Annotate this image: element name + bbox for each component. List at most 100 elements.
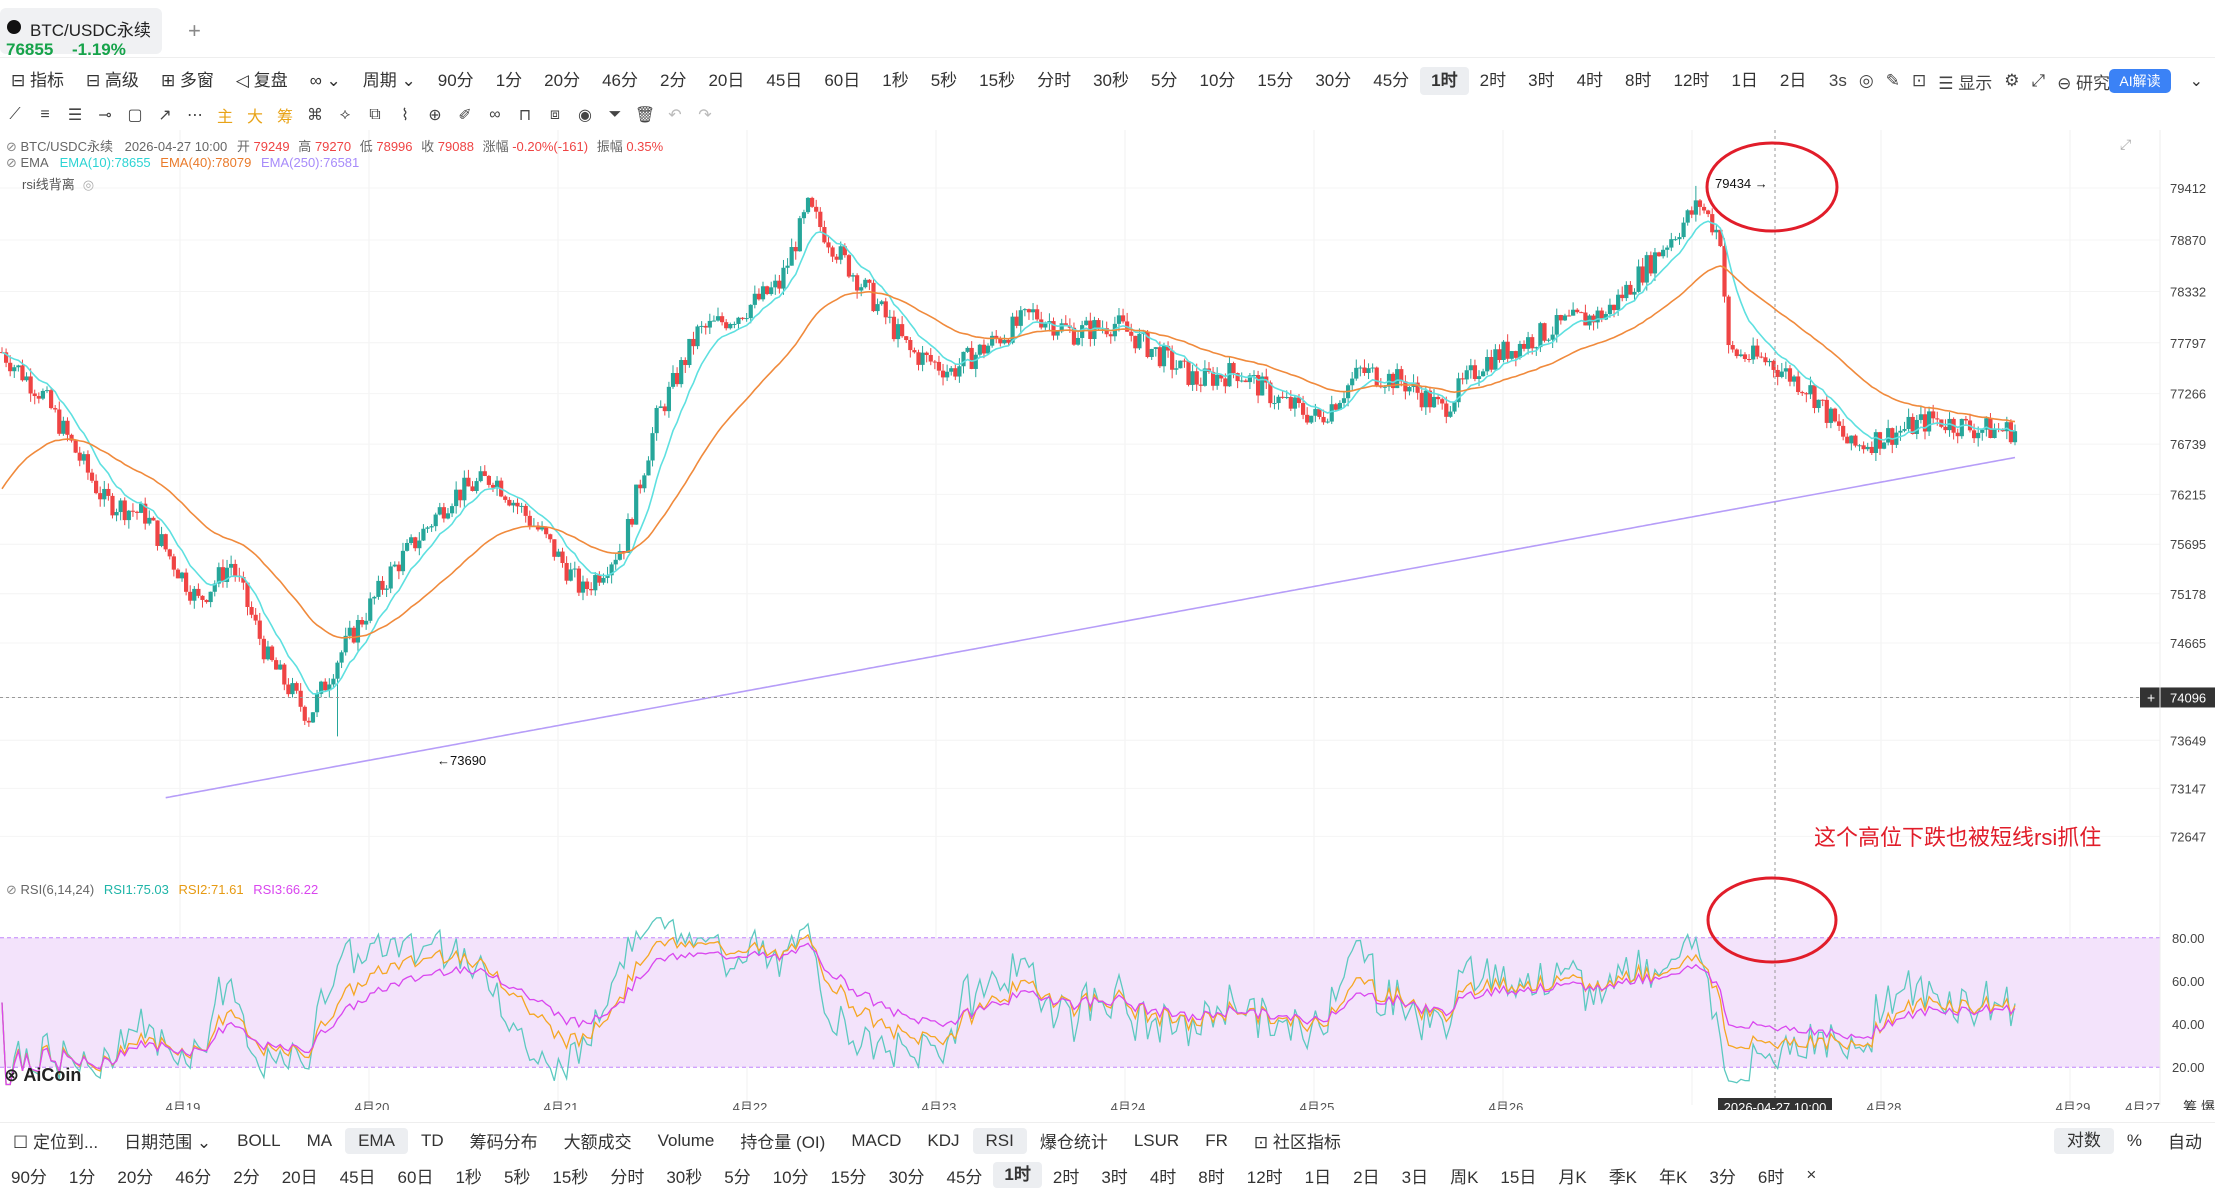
hlines-icon[interactable]: ≡	[40, 106, 50, 123]
toolbar-item[interactable]: 60日	[824, 71, 861, 90]
indicator-item[interactable]: 筹码分布	[469, 1133, 538, 1152]
period-item[interactable]: 1秒	[455, 1167, 482, 1187]
indicator-item[interactable]: MACD	[851, 1130, 902, 1150]
lock-icon[interactable]: ⊓	[518, 107, 532, 124]
period-item[interactable]: 10分	[772, 1167, 809, 1187]
toolbar-item[interactable]: ◁ 复盘	[235, 71, 288, 90]
indicator-item[interactable]: ☐ 定位到...	[13, 1133, 99, 1152]
rsi-divergence-label[interactable]: rsi线背离 ◎	[22, 174, 94, 193]
indicator-item[interactable]: KDJ	[927, 1130, 960, 1150]
toolbar-item[interactable]: ⊞ 多窗	[160, 71, 214, 90]
link-icon[interactable]: ∞	[489, 106, 501, 123]
toolbar-item[interactable]: 8时	[1625, 71, 1652, 90]
toolbar-item[interactable]: 1秒	[882, 71, 909, 90]
toolbar-right-item[interactable]: ⊡	[1911, 71, 1927, 90]
toolbar-item[interactable]: 1时	[1420, 67, 1469, 95]
toolbar-item[interactable]: 15分	[1257, 71, 1294, 90]
period-item[interactable]: 2分	[233, 1167, 260, 1187]
period-item[interactable]: 12时	[1246, 1167, 1283, 1187]
toolbar-item[interactable]: 45日	[766, 71, 803, 90]
fullscreen-icon[interactable]: ⤢	[2120, 136, 2132, 152]
period-item[interactable]: 6时	[1757, 1167, 1785, 1187]
period-item[interactable]: 1日	[1304, 1167, 1332, 1187]
period-item[interactable]: 15分	[830, 1167, 867, 1187]
arrow-icon[interactable]: ↗	[158, 107, 172, 124]
period-item[interactable]: 分时	[610, 1167, 645, 1187]
period-item[interactable]: 20日	[281, 1167, 318, 1187]
toolbar-item[interactable]: 周期 ⌄	[362, 71, 416, 90]
more-icon[interactable]: ⋯	[187, 107, 203, 124]
chip-icon[interactable]: 筹	[276, 109, 293, 126]
trash-icon[interactable]: 🗑	[634, 107, 656, 124]
toolbar-item[interactable]: 1日	[1731, 71, 1758, 90]
brush-icon[interactable]: ⌘	[307, 107, 323, 124]
line-tool-icon[interactable]: ⟋	[9, 106, 21, 123]
indicator-item[interactable]: MA	[306, 1130, 333, 1150]
parallel-icon[interactable]: ☰	[67, 107, 83, 124]
indicator-item[interactable]: 持仓量 (OI)	[740, 1133, 826, 1152]
toolbar-item[interactable]: 15秒	[979, 71, 1016, 90]
period-item[interactable]: 3日	[1401, 1167, 1429, 1187]
toolbar-item[interactable]: 20分	[544, 71, 581, 90]
toolbar-item[interactable]: 1分	[495, 71, 523, 90]
ai-analysis-button[interactable]: AI解读	[2109, 69, 2171, 93]
filter-icon[interactable]: ⏷	[608, 106, 622, 123]
period-item[interactable]: 1分	[68, 1167, 96, 1187]
toolbar-item[interactable]: 5分	[1151, 71, 1178, 90]
eye-icon[interactable]: ◎	[82, 177, 95, 192]
indicator-item[interactable]: 爆仓统计	[1039, 1133, 1108, 1152]
period-item[interactable]: 30分	[888, 1167, 925, 1187]
indicator-item[interactable]: 日期范围 ⌄	[124, 1133, 212, 1152]
indicator-item[interactable]: EMA	[345, 1127, 408, 1154]
period-item[interactable]: 90分	[11, 1167, 47, 1187]
toolbar-item[interactable]: 分时	[1037, 71, 1072, 90]
toolbar-right-item[interactable]: ✎	[1885, 71, 1900, 90]
scale-option[interactable]: %	[2126, 1130, 2142, 1150]
toolbar-item[interactable]: 46分	[602, 71, 638, 90]
main-icon[interactable]: 主	[216, 109, 233, 126]
scale-option[interactable]: 自动	[2168, 1133, 2202, 1152]
toolbar-item[interactable]: 30分	[1315, 71, 1352, 90]
toolbar-right-item[interactable]: ☰ 显示	[1938, 73, 1993, 93]
period-item[interactable]: 1时	[993, 1162, 1042, 1188]
period-item[interactable]: 60日	[397, 1167, 434, 1187]
period-item[interactable]: 45分	[946, 1167, 983, 1187]
period-item[interactable]: 5秒	[503, 1167, 531, 1187]
toolbar-right-item[interactable]: ⤢	[2031, 71, 2046, 90]
toolbar-item[interactable]: 12时	[1673, 71, 1710, 90]
indicator-item[interactable]: 大额成交	[563, 1133, 632, 1152]
period-item[interactable]: 2时	[1052, 1167, 1080, 1187]
add-tab-button[interactable]: +	[188, 18, 201, 43]
indicator-item[interactable]: FR	[1205, 1130, 1228, 1150]
period-item[interactable]: 5分	[724, 1167, 751, 1187]
kline-chart[interactable]: 79412 78870 78332 77797 77266 76739 76215 75695…	[0, 130, 2215, 1118]
indicator-item[interactable]: TD	[420, 1130, 444, 1150]
toolbar-item[interactable]: 90分	[437, 71, 474, 90]
toolbar-item[interactable]: 2时	[1479, 71, 1507, 90]
toolbar-item[interactable]: 2分	[660, 71, 687, 90]
undo-icon[interactable]: ↶	[668, 107, 682, 124]
toolbar-item[interactable]: 45分	[1373, 71, 1410, 90]
visibility-icon[interactable]: ⊘	[6, 882, 21, 897]
ema-legend[interactable]: ⊘ EMA EMA(10):78655 EMA(40):78079 EMA(25…	[6, 155, 359, 171]
visibility-icon[interactable]: ⊘	[6, 155, 21, 170]
period-item[interactable]: 季K	[1608, 1167, 1638, 1187]
period-item[interactable]: 30秒	[666, 1167, 703, 1187]
toolbar-item[interactable]: 10分	[1199, 71, 1236, 90]
toolbar-item[interactable]: ∞ ⌄	[309, 71, 341, 90]
period-item[interactable]: 3分	[1709, 1167, 1736, 1187]
big-icon[interactable]: 大	[246, 109, 263, 126]
period-item[interactable]: 3时	[1101, 1167, 1128, 1187]
toolbar-right-item[interactable]: ◎	[1858, 71, 1874, 90]
indicator-item[interactable]: ⊡ 社区指标	[1253, 1133, 1341, 1152]
period-item[interactable]: 4时	[1149, 1167, 1177, 1187]
toolbar-item[interactable]: 20日	[708, 71, 745, 90]
indicator-item[interactable]: LSUR	[1133, 1130, 1180, 1150]
toolbar-item[interactable]: 4时	[1576, 71, 1604, 90]
toolbar-right-item[interactable]: ⚙	[2004, 71, 2020, 90]
rect-icon[interactable]: ▢	[127, 107, 143, 124]
layers-icon[interactable]: ⧈	[549, 106, 561, 123]
pen-icon[interactable]: ✐	[458, 107, 472, 124]
chart-area[interactable]: 79412 78870 78332 77797 77266 76739 76215 75695…	[0, 130, 2215, 1118]
toolbar-item[interactable]: 2日	[1779, 71, 1807, 90]
